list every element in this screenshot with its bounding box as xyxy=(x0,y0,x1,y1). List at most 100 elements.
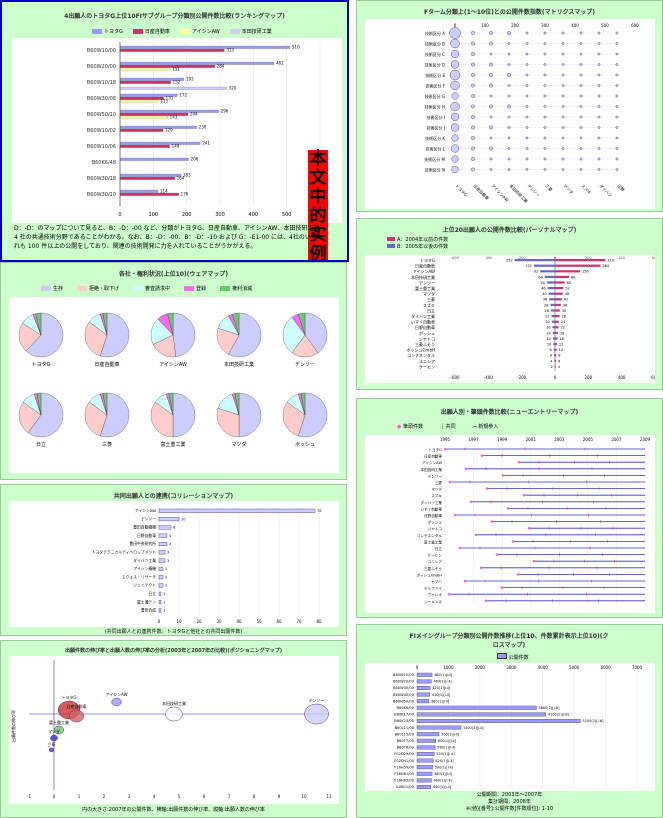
personal-bar-b xyxy=(555,309,560,312)
correlation-value-label: 1 xyxy=(163,609,165,613)
matrix-bubble xyxy=(561,115,565,119)
pie-slice xyxy=(100,392,130,438)
matrix-bubble xyxy=(451,134,459,142)
cross-footer-2: ※(値)[番号]:公開件数[件数順位]: 1-10 xyxy=(465,806,554,812)
matrix-top-tick: 400 xyxy=(571,23,579,28)
ranking-bar xyxy=(119,144,170,148)
new-entry-row-label: トヨタG xyxy=(428,447,442,452)
personal-value-b: 18 xyxy=(560,331,564,335)
correlation-row-label: 富士通テン xyxy=(137,599,156,604)
new-entry-row-label: コンチネンタル xyxy=(417,533,443,538)
new-entry-dot xyxy=(511,540,515,543)
personal-row-label: 日産自動車 xyxy=(415,263,435,269)
cross-value-label: 480(1)[ⅰ-ⅱ] xyxy=(434,673,453,677)
matrix-bubble xyxy=(489,83,493,88)
ranking-value-label: 172 xyxy=(179,93,187,98)
matrix-bubble xyxy=(525,168,529,171)
matrix-bubble xyxy=(543,126,547,129)
personal-bar-b xyxy=(555,331,558,334)
matrix-bubble xyxy=(525,42,529,45)
matrix-bubble xyxy=(543,157,547,161)
personal-row-label: 三菱 xyxy=(427,296,435,302)
personal-tick-label: -200 xyxy=(517,375,527,380)
matrix-bubble xyxy=(615,31,619,35)
matrix-bubble xyxy=(597,42,601,45)
matrix-bubble xyxy=(507,31,511,35)
positioning-bubble xyxy=(69,709,84,723)
pie-slice xyxy=(167,312,174,336)
ware-legend-2: 審査請求中 xyxy=(133,285,170,292)
correlation-tick-label: 80 xyxy=(316,619,322,624)
matrix-bubble xyxy=(561,63,565,66)
positioning-bubble-label: 本田技研工業 xyxy=(162,700,186,706)
ranking-value-label: 143 xyxy=(170,115,178,120)
matrix-row-label: 技術区分 C xyxy=(425,51,445,57)
cross-value-label: 520(1)[ⅰ-ⅱ] xyxy=(435,759,454,763)
matrix-bubble xyxy=(597,168,601,171)
matrix-bubble xyxy=(615,147,619,150)
ranking-row-label: B60W30/08 xyxy=(87,96,116,102)
ranking-bar xyxy=(119,99,159,103)
correlation-bar xyxy=(158,517,180,522)
new-entry-row-label: 三菱 xyxy=(435,480,443,485)
pie-slice xyxy=(228,312,262,358)
personal-top-tick: 400 xyxy=(618,256,625,260)
personal-value-b: 42 xyxy=(564,298,568,302)
pie-label: トヨタG xyxy=(32,361,51,368)
matrix-bubble xyxy=(543,147,547,150)
ranking-value-label: 114 xyxy=(160,189,168,194)
matrix-bubble xyxy=(489,94,493,98)
matrix-bubble xyxy=(450,49,460,59)
ranking-value-label: 115 xyxy=(160,99,168,104)
ranking-tick-label: 300 xyxy=(215,212,225,218)
personal-value-a: 12 xyxy=(547,337,551,341)
new-entry-row-label: ユニシア xyxy=(428,559,443,564)
ware-legend-4: 権利消滅 xyxy=(220,285,252,292)
personal-legend: A：2004年以前の件数 B：2005年以後の件数 xyxy=(387,237,448,251)
correlation-value-label: 2 xyxy=(165,584,167,588)
cross-legend: 公開件数 xyxy=(497,653,529,661)
matrix-bubble xyxy=(489,104,493,109)
matrix-bubble xyxy=(525,84,529,87)
matrix-bubble xyxy=(579,147,583,150)
matrix-bubble xyxy=(615,157,619,161)
ranking-value-label: 320 xyxy=(229,86,237,91)
personal-value-b: 22 xyxy=(561,326,565,330)
personal-bar-a xyxy=(547,281,555,284)
personal-bar-b xyxy=(555,303,561,306)
personal-bar-b xyxy=(555,275,570,278)
personal-value-a: 64 xyxy=(538,275,543,279)
personal-bar-a xyxy=(549,298,555,301)
matrix-bubble xyxy=(579,136,583,140)
positioning-footnote: 円の大きさ:2007年の公開件数、横軸:出願件数の伸び率、縦軸:出願人数の伸び率 xyxy=(82,807,265,813)
matrix-bubble xyxy=(507,157,511,161)
matrix-bubble xyxy=(579,126,583,129)
panel-new-entry-title: 出願人別・筆頭件数比較(ニューエントリーマップ) xyxy=(440,409,579,416)
matrix-row-label: 技術区分 N xyxy=(425,167,445,173)
cross-value-label: 460(1)[ⅰ-ⅱ] xyxy=(433,779,452,783)
correlation-bar xyxy=(158,550,166,555)
matrix-bubble xyxy=(489,125,493,130)
ranking-bar xyxy=(119,61,275,65)
matrix-bubble xyxy=(525,136,529,140)
panel-positioning-map: 出願件数の伸び率と出願人数の伸び率の分析(2003年と2007年の比較)(ポジシ… xyxy=(0,640,347,818)
correlation-bar xyxy=(158,533,168,538)
matrix-bubble xyxy=(543,136,547,140)
ranking-bar xyxy=(119,176,175,180)
matrix-bubble xyxy=(471,41,475,46)
pie-slice xyxy=(300,392,306,416)
correlation-row-label: エクォス・リサーチ xyxy=(122,574,156,579)
pie-slice xyxy=(282,316,306,354)
matrix-bubble xyxy=(507,168,511,171)
positioning-tick-label: 6 xyxy=(203,794,206,799)
matrix-bubble xyxy=(507,104,511,109)
matrix-bubble xyxy=(525,126,529,129)
pie-label: 富士重工業 xyxy=(160,441,185,448)
cross-row-label: B60W50/00 xyxy=(393,699,415,703)
ranking-row-label: B60W30/10 xyxy=(87,192,116,198)
personal-row-label: スズキ xyxy=(423,302,435,308)
cross-row-label: G08G1/00 xyxy=(396,785,415,789)
cross-value-label: 3800(2)[ⅰ-ⅲ] xyxy=(538,706,560,710)
matrix-bubble xyxy=(471,115,475,119)
